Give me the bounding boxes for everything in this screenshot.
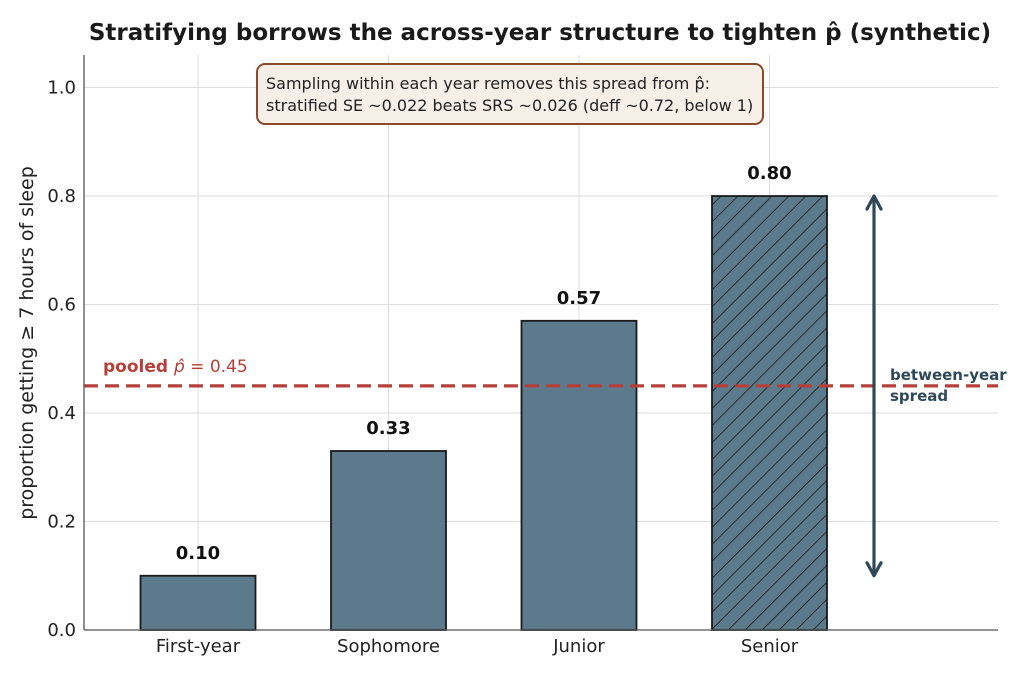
- bar-first-year: [139, 574, 257, 631]
- y-tick-label-5: 1.0: [47, 78, 76, 99]
- y-tick-label-3: 0.6: [47, 295, 76, 316]
- pooled-label: pooled p̂ = 0.45: [103, 357, 248, 377]
- spread-arrow-head-top: [865, 194, 883, 211]
- bar-senior: [711, 195, 828, 631]
- y-tick-labels: 0.0 0.2 0.4 0.6 0.8 1.0: [47, 78, 76, 641]
- value-label-junior: 0.57: [557, 288, 601, 309]
- spread-label-line1: between-year: [890, 366, 1007, 384]
- x-tick-label-senior: Senior: [741, 636, 799, 657]
- pooled-label-prefix: pooled: [103, 357, 174, 377]
- pooled-label-symbol: p̂: [173, 357, 185, 377]
- spread-label: between-year spread: [890, 366, 1012, 405]
- x-tick-label-junior: Junior: [552, 636, 605, 657]
- spread-arrow-head-bottom: [865, 561, 883, 578]
- chart-title: Stratifying borrows the across-year stru…: [89, 20, 991, 46]
- annotation-box: [256, 63, 764, 125]
- pooled-label-suffix: = 0.45: [185, 357, 248, 377]
- axes: [83, 55, 998, 631]
- value-label-first-year: 0.10: [176, 543, 220, 564]
- value-label-sophomore: 0.33: [366, 418, 410, 439]
- y-tick-label-1: 0.2: [47, 512, 76, 533]
- annotation-line1: Sampling within each year removes this s…: [266, 74, 710, 93]
- y-tick-label-0: 0.0: [47, 620, 76, 641]
- y-tick-label-2: 0.4: [47, 403, 76, 424]
- y-axis-label: proportion getting ≥ 7 hours of sleep: [16, 166, 38, 520]
- annotation-text: Sampling within each year removes this s…: [266, 74, 753, 115]
- x-tick-label-first-year: First-year: [156, 636, 241, 657]
- bar-junior: [520, 319, 638, 631]
- bar-sophomore: [330, 450, 447, 631]
- x-tick-label-sophomore: Sophomore: [337, 636, 440, 657]
- spread-label-line2: spread: [890, 387, 948, 405]
- y-tick-label-4: 0.8: [47, 186, 76, 207]
- value-label-senior: 0.80: [747, 163, 791, 184]
- spread-arrow: [865, 194, 883, 578]
- annotation-line2: stratified SE ~0.022 beats SRS ~0.026 (d…: [266, 96, 753, 115]
- value-labels: 0.10 0.33 0.57 0.80: [176, 163, 792, 564]
- x-tick-labels: First-year Sophomore Junior Senior: [156, 636, 799, 657]
